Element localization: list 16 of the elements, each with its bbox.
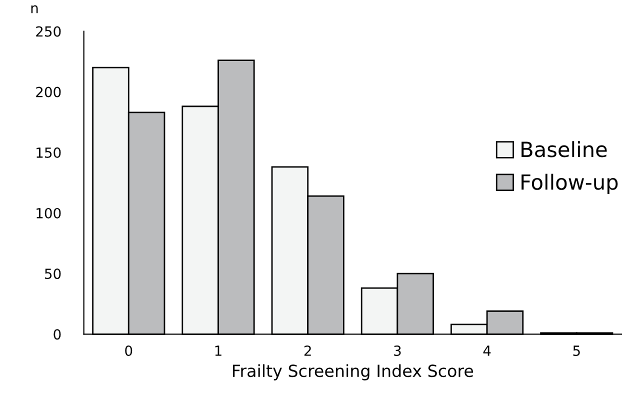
x-tick-label: 1 [215, 346, 222, 356]
legend-label: Follow-up [522, 174, 618, 194]
x-tick-label: 0 [125, 345, 132, 356]
y-axis-title: n [31, 5, 38, 14]
x-tick-label: 2 [304, 345, 311, 356]
x-tick-label: 4 [483, 346, 491, 356]
y-tick-label: 250 [36, 26, 61, 37]
y-tick-label: 100 [36, 208, 61, 218]
y-tick-label: 50 [45, 268, 61, 280]
y-tick-label: 200 [36, 86, 61, 98]
x-tick-label: 5 [573, 346, 580, 356]
x-axis-title: Frailty Screening Index Score [232, 364, 474, 380]
y-tick-label: 150 [36, 147, 61, 158]
y-tick-label: 0 [54, 329, 61, 340]
legend-label: Baseline [522, 141, 607, 158]
x-tick-label: 3 [394, 345, 401, 356]
